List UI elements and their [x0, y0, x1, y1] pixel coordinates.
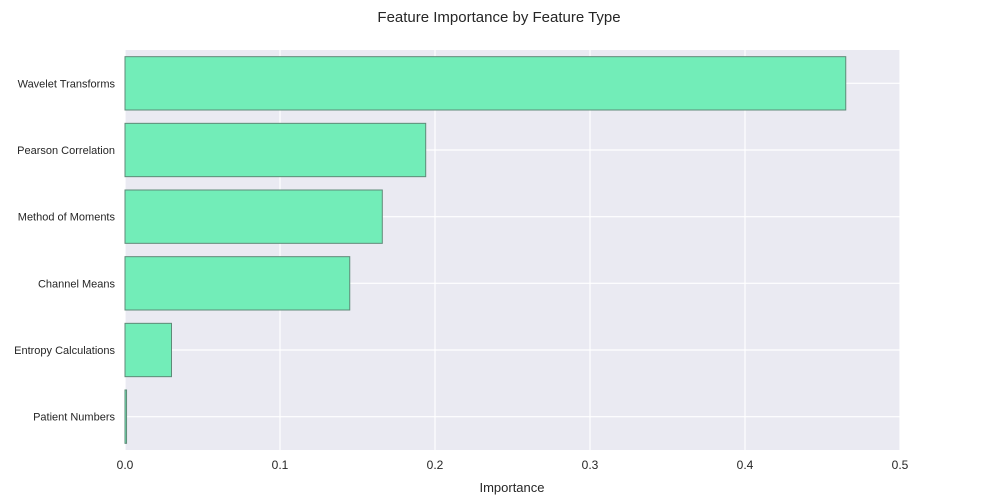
- bar-method-of-moments: [124, 189, 383, 244]
- y-tick-labels: Wavelet Transforms Pearson Correlation Met…: [14, 78, 115, 423]
- y-tick-label: Patient Numbers: [33, 412, 115, 424]
- bar-pearson-correlation: [124, 122, 427, 178]
- plot-area: [125, 50, 900, 450]
- chart-title: Feature Importance by Feature Type: [377, 9, 620, 26]
- x-tick-label: 0.3: [582, 458, 599, 472]
- x-tick-label: 0.1: [272, 458, 289, 472]
- x-tick-label: 0.2: [427, 458, 444, 472]
- bar-patient-numbers: [124, 389, 128, 444]
- bar-channel-means: [124, 256, 351, 311]
- bar-entropy-calculations: [124, 322, 172, 378]
- bars: [124, 56, 847, 444]
- x-tick-label: 0.0: [117, 458, 134, 472]
- x-tick-label: 0.5: [892, 458, 909, 472]
- y-tick-label: Wavelet Transforms: [18, 78, 116, 90]
- x-axis-label: Importance: [479, 480, 544, 495]
- y-tick-label: Channel Means: [38, 278, 116, 290]
- y-tick-label: Pearson Correlation: [17, 145, 115, 157]
- y-tick-label: Entropy Calculations: [14, 345, 115, 357]
- x-tick-label: 0.4: [737, 458, 754, 472]
- bar-wavelet-transforms: [124, 56, 847, 111]
- x-tick-labels: 0.0 0.1 0.2 0.3 0.4 0.5: [117, 458, 909, 472]
- y-tick-label: Method of Moments: [18, 212, 116, 224]
